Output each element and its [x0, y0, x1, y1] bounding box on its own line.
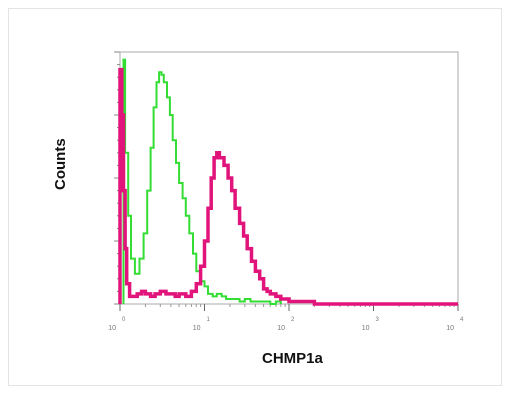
- histogram-series-magenta: [118, 67, 458, 306]
- x-tick-label-base: 10: [193, 325, 201, 332]
- plot-area-border: [119, 51, 459, 305]
- x-tick-label-exponent: 3: [376, 317, 380, 323]
- x-tick-label-base: 10: [446, 325, 454, 332]
- x-axis-title: CHMP1a: [262, 350, 323, 367]
- histogram-series-green: [122, 58, 282, 305]
- x-tick-label-base: 10: [362, 325, 370, 332]
- x-tick-label-exponent: 4: [460, 317, 464, 323]
- x-tick-label-base: 10: [277, 325, 285, 332]
- x-tick-label-exponent: 1: [207, 317, 211, 323]
- chart-frame: [8, 8, 502, 386]
- x-tick-label-base: 10: [108, 325, 116, 332]
- x-tick-label-exponent: 2: [291, 317, 295, 323]
- y-axis-title: Counts: [52, 138, 69, 190]
- x-tick-label-exponent: 0: [122, 317, 126, 323]
